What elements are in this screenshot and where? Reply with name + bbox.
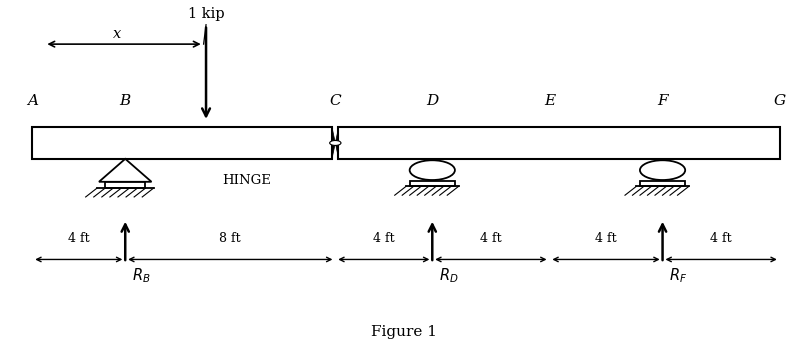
Text: A: A (27, 94, 38, 108)
Text: G: G (773, 94, 786, 108)
Polygon shape (333, 130, 335, 156)
Bar (641, 181, 685, 186)
Text: $R_D$: $R_D$ (439, 267, 458, 285)
Text: 4 ft: 4 ft (595, 232, 617, 245)
Polygon shape (335, 130, 338, 156)
Polygon shape (99, 159, 152, 182)
Bar (338, 127, 780, 159)
Text: x: x (113, 26, 121, 41)
Circle shape (330, 140, 341, 145)
Text: F: F (657, 94, 668, 108)
Text: 4 ft: 4 ft (373, 232, 394, 245)
Text: Figure 1: Figure 1 (371, 325, 437, 339)
Text: 8 ft: 8 ft (220, 232, 241, 245)
Text: D: D (426, 94, 439, 108)
Text: HINGE: HINGE (222, 174, 271, 186)
Text: $R_F$: $R_F$ (669, 267, 687, 285)
Text: 4 ft: 4 ft (480, 232, 502, 245)
Text: C: C (330, 94, 341, 108)
Bar (410, 181, 455, 186)
Circle shape (410, 160, 455, 180)
Text: 4 ft: 4 ft (68, 232, 90, 245)
Text: 4 ft: 4 ft (710, 232, 732, 245)
Text: B: B (120, 94, 131, 108)
Text: $R_B$: $R_B$ (132, 267, 150, 285)
Bar (105, 182, 145, 188)
Bar (32, 127, 333, 159)
Text: 1 kip: 1 kip (187, 7, 225, 21)
Text: E: E (544, 94, 555, 108)
Circle shape (640, 160, 685, 180)
